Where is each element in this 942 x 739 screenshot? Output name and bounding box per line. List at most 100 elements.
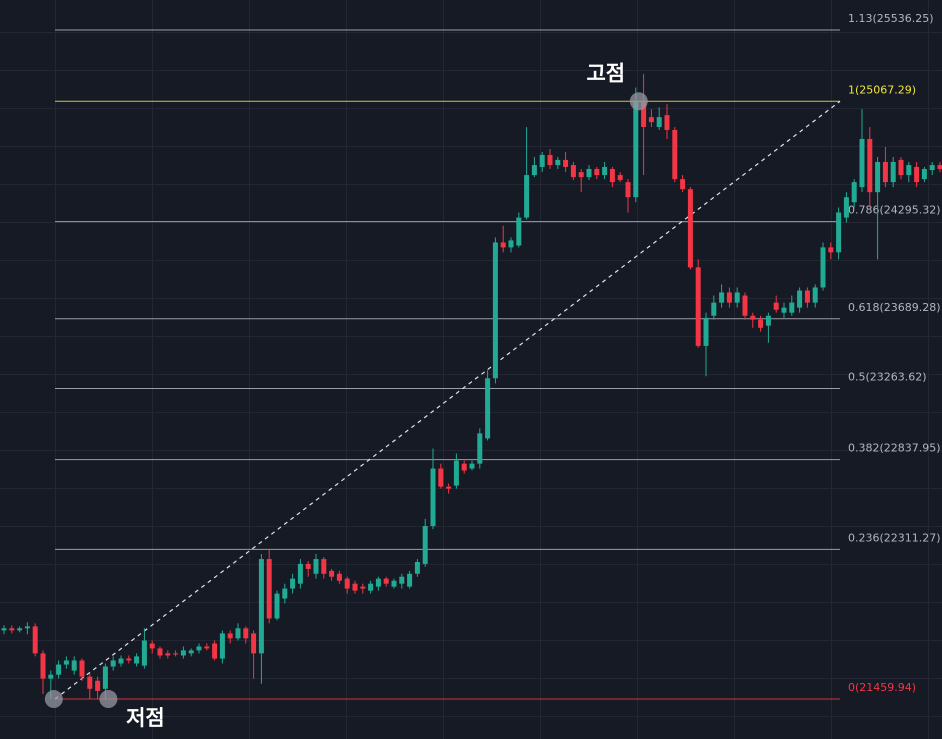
candle-body — [344, 578, 350, 589]
candle-body — [95, 680, 101, 691]
candle-body — [921, 168, 927, 180]
candle-body — [196, 646, 202, 651]
candle-body — [1, 628, 7, 631]
candle-body — [485, 378, 491, 439]
candle-body — [875, 161, 881, 193]
candle-body — [227, 633, 233, 639]
candle-body — [641, 101, 647, 128]
candle-body — [789, 302, 795, 313]
candle-body — [110, 660, 116, 667]
candle-body — [742, 295, 748, 316]
candle-body — [898, 159, 904, 176]
candle-body — [149, 643, 155, 649]
candle-body — [282, 588, 288, 599]
candle-body — [726, 292, 732, 303]
fib-label: 0.5(23263.62) — [848, 371, 927, 384]
candle-body — [102, 666, 108, 689]
candle-body — [290, 578, 296, 589]
fib-label: 0.236(22311.27) — [848, 531, 941, 544]
annotation: 고점 — [586, 61, 625, 85]
candle-body — [157, 648, 163, 656]
candle-body — [212, 643, 218, 659]
candle-body — [297, 563, 303, 584]
candle-body — [274, 593, 280, 619]
candle-body — [937, 165, 942, 169]
candle-body — [56, 664, 62, 675]
candle-body — [477, 433, 483, 464]
pivot-marker — [629, 92, 648, 111]
candle-body — [906, 165, 912, 176]
candle-body — [648, 117, 654, 123]
candle-body — [594, 168, 600, 176]
candle-body — [586, 168, 592, 178]
candle-body — [126, 658, 132, 661]
candle-body — [836, 212, 842, 253]
candle-body — [758, 319, 764, 328]
candle-body — [336, 573, 342, 581]
fib-label: 0.618(23689.28) — [848, 301, 941, 314]
candle-body — [118, 658, 124, 664]
candle-body — [570, 165, 576, 178]
candle-body — [407, 573, 413, 587]
candle-body — [461, 463, 467, 471]
candle-body — [352, 583, 358, 591]
candle-body — [547, 154, 553, 166]
candle-body — [765, 315, 771, 326]
candle-body — [188, 650, 194, 654]
candle-body — [399, 576, 405, 584]
candle-body — [797, 290, 803, 308]
candle-body — [173, 653, 179, 655]
candle-body — [446, 486, 452, 489]
candle-body — [508, 240, 514, 248]
candle-body — [329, 570, 335, 577]
candle-body — [656, 117, 662, 128]
candle-body — [32, 626, 38, 654]
candle-body — [134, 656, 140, 664]
candle-body — [243, 628, 249, 639]
candle-body — [453, 460, 459, 486]
candle-body — [48, 674, 54, 679]
candle-body — [703, 317, 709, 346]
fib-label: 0(21459.94) — [848, 681, 916, 694]
fib-label: 1(25067.29) — [848, 83, 916, 96]
fib-label: 1.13(25536.25) — [848, 12, 934, 25]
candle-body — [929, 165, 935, 171]
candle-body — [79, 660, 85, 677]
candle-body — [414, 561, 420, 574]
candle-body — [851, 182, 857, 203]
candle-body — [687, 189, 693, 268]
annotation: 저점 — [126, 706, 165, 730]
candle-body — [219, 633, 225, 659]
candle-body — [633, 101, 639, 198]
candle-body — [24, 626, 30, 629]
candle-body — [664, 115, 670, 130]
candle-body — [430, 468, 436, 527]
candle-body — [375, 578, 381, 587]
candle-body — [680, 179, 686, 190]
candle-body — [516, 217, 522, 246]
candle-body — [531, 165, 537, 176]
candle-body — [500, 242, 506, 248]
candle-body — [87, 676, 93, 689]
candle-body — [734, 292, 740, 303]
candle-body — [258, 559, 264, 654]
candle-body — [828, 247, 834, 253]
fib-label: 0.786(24295.32) — [848, 204, 941, 217]
candle-body — [882, 161, 888, 183]
candle-body — [235, 628, 241, 639]
candle-body — [524, 175, 530, 218]
candle-body — [422, 526, 428, 564]
candle-body — [40, 653, 46, 679]
candle-body — [204, 646, 210, 649]
candle-body — [867, 138, 873, 193]
pivot-marker — [44, 690, 63, 709]
fib-label: 0.382(22837.95) — [848, 442, 941, 455]
candle-body — [71, 660, 77, 671]
candle-body — [180, 650, 186, 656]
candle-body — [492, 242, 498, 379]
candle-body — [750, 315, 756, 320]
candle-body — [391, 580, 397, 587]
candle-body — [368, 583, 374, 591]
